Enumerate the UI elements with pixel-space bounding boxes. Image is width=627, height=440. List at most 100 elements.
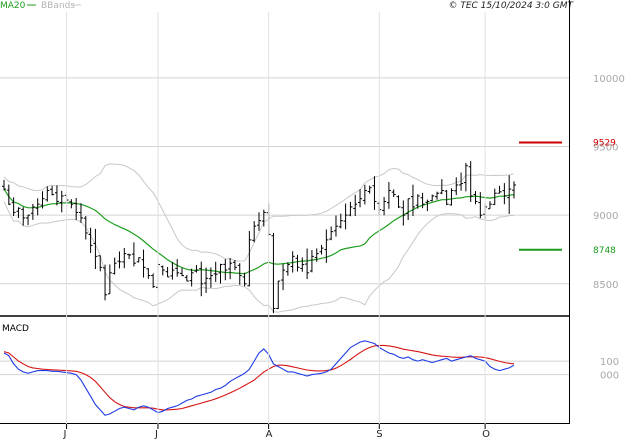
price-bar bbox=[257, 212, 261, 231]
ma20-line bbox=[3, 188, 515, 275]
price-bar bbox=[160, 265, 165, 276]
price-bar bbox=[309, 249, 314, 273]
price-level-label: 8748 bbox=[593, 246, 616, 256]
price-grid bbox=[0, 77, 569, 285]
price-bar bbox=[131, 242, 136, 267]
price-bar bbox=[21, 207, 26, 226]
price-bar bbox=[175, 259, 180, 277]
price-bar bbox=[285, 262, 290, 276]
price-bar bbox=[247, 230, 252, 287]
price-bar bbox=[372, 176, 377, 210]
price-bar bbox=[127, 253, 132, 260]
price-bar bbox=[78, 203, 83, 223]
price-bar bbox=[444, 190, 449, 206]
price-tick-label: 9500 bbox=[593, 143, 618, 154]
price-tick-label: 8500 bbox=[593, 280, 618, 291]
price-bar bbox=[391, 189, 396, 198]
price-bar bbox=[333, 215, 338, 237]
price-bar bbox=[88, 227, 93, 253]
price-bar bbox=[45, 186, 50, 202]
price-bar bbox=[281, 263, 286, 291]
price-bar bbox=[184, 274, 189, 282]
price-bar bbox=[69, 199, 74, 209]
price-bar bbox=[276, 280, 281, 310]
price-level-label: 9529 bbox=[593, 139, 616, 149]
price-bar bbox=[348, 201, 353, 217]
price-bar bbox=[463, 162, 468, 192]
x-tick-label: O bbox=[482, 429, 490, 440]
price-bar bbox=[218, 263, 223, 284]
price-bar bbox=[314, 248, 319, 262]
price-bar bbox=[507, 175, 512, 214]
bband-upper bbox=[3, 163, 515, 262]
price-bar bbox=[30, 203, 35, 220]
price-bar bbox=[261, 209, 266, 227]
price-bar bbox=[74, 197, 79, 220]
price-bar bbox=[338, 213, 343, 229]
price-bar bbox=[223, 259, 228, 281]
macd-lines bbox=[3, 340, 515, 416]
price-bar bbox=[487, 201, 492, 210]
price-bar bbox=[497, 185, 502, 194]
x-tick-label: J bbox=[63, 429, 67, 440]
price-bar bbox=[180, 267, 185, 277]
price-bar bbox=[26, 214, 31, 226]
macd-tick-label: 100 bbox=[600, 357, 619, 368]
price-bar bbox=[290, 251, 295, 273]
price-bar bbox=[40, 191, 45, 209]
ma20-path bbox=[3, 188, 515, 275]
copyright-text: © TEC 15/10/2024 3:0 GMT bbox=[448, 1, 574, 11]
price-bar bbox=[468, 161, 473, 202]
legend-label-bbands: BBands bbox=[41, 1, 75, 11]
price-bar bbox=[204, 267, 209, 293]
price-bar bbox=[415, 194, 420, 209]
price-bar bbox=[83, 216, 88, 240]
price-tick-label: 10000 bbox=[593, 74, 625, 85]
price-bar bbox=[324, 229, 329, 263]
bollinger-bands bbox=[3, 163, 515, 313]
price-bar bbox=[117, 251, 122, 269]
price-bar bbox=[54, 185, 59, 206]
price-bar bbox=[300, 257, 305, 272]
macd-series-macd bbox=[3, 340, 515, 416]
price-bar bbox=[16, 207, 21, 219]
price-bar bbox=[295, 254, 300, 272]
price-bar bbox=[358, 189, 363, 208]
price-bar bbox=[11, 197, 16, 217]
price-bar bbox=[165, 266, 170, 278]
price-bar bbox=[396, 195, 401, 209]
macd-series-signal bbox=[3, 344, 515, 411]
price-bar bbox=[93, 228, 98, 270]
price-bar bbox=[492, 188, 497, 205]
price-bar bbox=[512, 181, 516, 199]
price-bar bbox=[420, 192, 425, 209]
legend-item-bbands: BBands bbox=[41, 1, 81, 11]
price-axis: 10000 9500 9000 8500 bbox=[593, 74, 625, 291]
price-bar bbox=[59, 190, 64, 213]
price-bar bbox=[98, 255, 103, 272]
price-bar bbox=[459, 172, 464, 191]
price-annotations: 9529 8748 bbox=[519, 139, 616, 256]
bband-lower bbox=[3, 201, 514, 313]
legend-item-ma20: MA20 bbox=[0, 1, 36, 11]
price-bar bbox=[401, 200, 406, 226]
price-bar bbox=[151, 273, 156, 288]
price-bar bbox=[35, 198, 40, 216]
price-bar bbox=[170, 261, 175, 280]
legend-label-ma20: MA20 bbox=[0, 1, 26, 11]
price-bar bbox=[112, 257, 117, 275]
price-bar bbox=[430, 194, 435, 202]
price-bar bbox=[362, 184, 367, 205]
price-tick-label: 9000 bbox=[593, 211, 618, 222]
price-bar bbox=[343, 203, 348, 230]
price-bar bbox=[50, 185, 55, 196]
price-bar bbox=[232, 260, 237, 271]
price-bar bbox=[473, 191, 478, 205]
price-bar bbox=[425, 199, 430, 212]
macd-grid bbox=[0, 360, 569, 376]
price-bar bbox=[406, 198, 411, 220]
price-bar bbox=[353, 194, 358, 217]
price-bar bbox=[435, 191, 440, 200]
